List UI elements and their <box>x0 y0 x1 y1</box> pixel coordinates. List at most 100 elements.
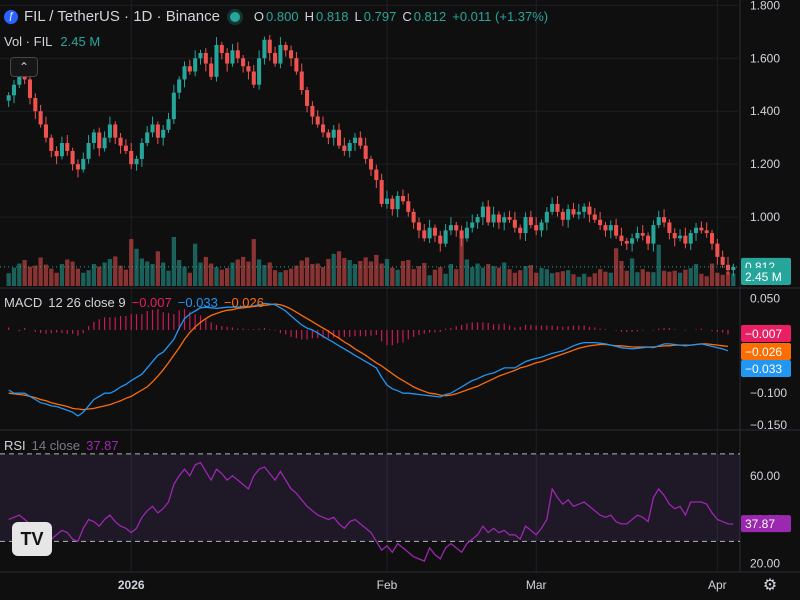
candle-body <box>395 195 400 210</box>
candle-body <box>11 84 17 96</box>
candle-body <box>129 150 134 165</box>
candle-body <box>171 92 176 120</box>
candle-body <box>187 66 192 72</box>
volume-bar <box>539 268 544 286</box>
candle-body <box>54 150 59 157</box>
tradingview-logo[interactable]: TV <box>12 522 52 556</box>
time-tick-label: 2026 <box>118 578 145 592</box>
candle-body <box>363 145 368 159</box>
volume-bar <box>358 261 363 286</box>
candle-body <box>550 203 555 212</box>
volume-bar <box>459 236 464 286</box>
candle-body <box>624 240 629 244</box>
volume-bar <box>262 265 267 286</box>
macd-signal-value: −0.026 <box>223 295 264 310</box>
volume-bar <box>555 272 560 286</box>
collapse-legend-button[interactable]: ⌃ <box>10 57 38 77</box>
candle-body <box>432 227 437 236</box>
volume-bar <box>560 271 565 286</box>
volume-bar <box>347 259 352 286</box>
candle-body <box>246 66 251 72</box>
candle-body <box>523 217 528 234</box>
candle-body <box>283 45 288 51</box>
macd-tick-label: −0.100 <box>750 386 787 400</box>
volume-bar <box>342 257 347 286</box>
volume-bar <box>256 259 262 286</box>
volume-bar <box>635 272 640 286</box>
volume-bar <box>491 266 496 286</box>
volume-bar <box>97 266 102 286</box>
volume-bar <box>161 262 166 286</box>
candle-body <box>59 143 64 157</box>
candle-body <box>480 206 485 218</box>
volume-bar <box>230 262 235 286</box>
candle-body <box>678 235 683 239</box>
volume-bar <box>27 266 33 286</box>
candle-body <box>289 50 294 59</box>
price-tick-label: 1.000 <box>750 210 780 224</box>
candle-body <box>720 256 725 265</box>
candle-body <box>150 124 155 133</box>
volume-bar <box>475 263 480 286</box>
volume-bar <box>390 267 395 286</box>
volume-bar <box>582 273 587 286</box>
gear-icon[interactable]: ⚙ <box>762 577 778 594</box>
volume-bar <box>272 270 278 286</box>
candle-body <box>683 235 688 244</box>
rsi-label: RSI <box>4 438 26 453</box>
rsi-value-tag: 37.87 <box>745 517 775 531</box>
candle-body <box>203 52 208 64</box>
volume-bar <box>597 269 603 286</box>
candle-body <box>534 225 539 231</box>
candle-body <box>422 230 427 239</box>
candle-body <box>454 225 459 231</box>
candle-body <box>235 50 240 59</box>
volume-bar <box>651 272 656 286</box>
volume-bar <box>470 267 475 286</box>
candle-body <box>411 211 416 223</box>
volume-bar <box>523 266 528 286</box>
volume-bar <box>70 261 75 286</box>
volume-bar <box>720 274 725 286</box>
candle-body <box>688 233 693 244</box>
candle-body <box>337 129 342 146</box>
volume-bar <box>512 272 517 286</box>
volume-label: Vol · FIL <box>4 34 53 49</box>
candle-body <box>305 90 310 106</box>
volume-bar <box>209 263 214 286</box>
candle-body <box>177 79 182 93</box>
candle-body <box>667 222 672 234</box>
volume-bar <box>704 276 709 286</box>
volume-bar <box>198 262 203 286</box>
volume-bar <box>59 264 65 286</box>
volume-bar <box>416 266 422 286</box>
volume-bar <box>283 270 288 286</box>
volume-legend[interactable]: Vol · FIL 2.45 M <box>4 34 100 49</box>
volume-bar <box>139 258 145 286</box>
volume-bar <box>534 272 539 286</box>
candle-body <box>294 58 299 72</box>
volume-bar <box>454 269 459 286</box>
market-open-icon <box>229 11 240 22</box>
candle-body <box>198 52 203 59</box>
volume-bar <box>22 259 27 286</box>
volume-bar <box>166 270 171 286</box>
volume-bar <box>683 269 688 286</box>
macd-legend[interactable]: MACD 12 26 close 9 −0.007 −0.033 −0.026 <box>4 295 264 310</box>
price-tick-label: 1.800 <box>750 0 780 12</box>
candle-body <box>582 206 587 212</box>
macd-signal-tag-bg <box>741 343 791 360</box>
symbol-title[interactable]: FIL / TetherUS · 1D · Binance <box>24 8 220 25</box>
close-label: C <box>402 9 412 24</box>
candle-body <box>603 225 608 231</box>
candle-body <box>390 198 395 210</box>
candle-body <box>384 198 390 204</box>
macd-line <box>8 302 729 417</box>
volume-bar <box>688 268 693 286</box>
candle-body <box>27 79 33 98</box>
rsi-legend[interactable]: RSI 14 close 37.87 <box>4 438 119 453</box>
volume-bar <box>38 257 43 286</box>
candle-body <box>17 71 22 85</box>
volume-bar <box>65 259 70 286</box>
